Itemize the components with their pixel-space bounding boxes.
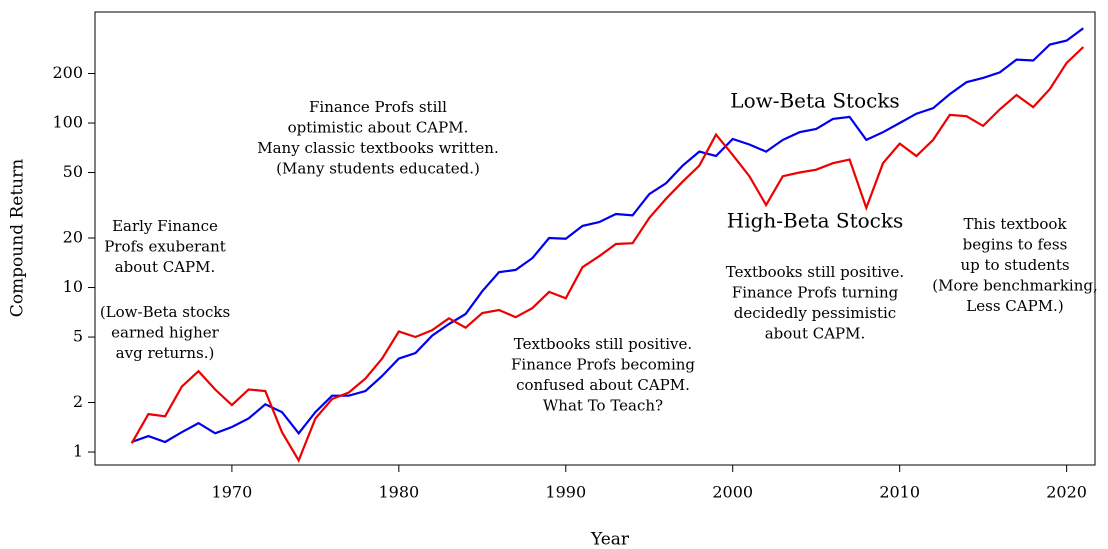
x-tick-label: 1990 [545, 483, 586, 502]
y-tick-label: 200 [52, 63, 83, 82]
series-line [131, 27, 1084, 444]
x-tick-label: 2020 [1046, 483, 1087, 502]
annotation: earned higher [111, 324, 219, 342]
annotation: What To Teach? [543, 397, 663, 415]
annotation: avg returns.) [116, 344, 215, 362]
annotation: about CAPM. [765, 325, 866, 343]
x-tick-label: 1970 [212, 483, 253, 502]
series-line [130, 46, 1085, 463]
annotation: confused about CAPM. [516, 376, 690, 394]
annotation: Profs exuberant [104, 238, 226, 256]
y-tick-label: 50 [63, 162, 83, 181]
annotation: Less CAPM.) [966, 297, 1063, 315]
x-tick-label: 2000 [712, 483, 753, 502]
annotation: Finance Profs turning [732, 284, 899, 302]
x-tick-label: 2010 [879, 483, 920, 502]
y-tick-label: 100 [52, 113, 83, 132]
annotation: (More benchmarking, [932, 277, 1098, 295]
y-tick-label: 5 [73, 327, 83, 346]
annotation: This textbook [963, 215, 1067, 233]
series-label: Low-Beta Stocks [730, 89, 899, 113]
y-axis-label: Compound Return [8, 159, 28, 317]
annotation: (Low-Beta stocks [100, 303, 230, 321]
annotation: optimistic about CAPM. [288, 119, 469, 137]
y-tick-label: 2 [73, 392, 83, 411]
annotation: Finance Profs still [309, 98, 447, 116]
annotation: Textbooks still positive. [726, 263, 904, 281]
annotation: decidedly pessimistic [734, 304, 896, 322]
x-tick-label: 1980 [378, 483, 419, 502]
annotation: up to students [960, 256, 1069, 274]
annotation: Early Finance [112, 217, 218, 235]
annotation: Textbooks still positive. [514, 335, 692, 353]
series-label: High-Beta Stocks [727, 209, 904, 233]
annotation: (Many students educated.) [276, 160, 480, 178]
y-tick-label: 10 [63, 277, 83, 296]
annotation: Many classic textbooks written. [257, 139, 499, 157]
annotation: Finance Profs becoming [511, 356, 695, 374]
y-tick-label: 20 [63, 228, 83, 247]
y-tick-label: 1 [73, 442, 83, 461]
annotation: about CAPM. [115, 258, 216, 276]
annotation: begins to fess [963, 236, 1068, 254]
x-axis-label: Year [590, 530, 630, 549]
